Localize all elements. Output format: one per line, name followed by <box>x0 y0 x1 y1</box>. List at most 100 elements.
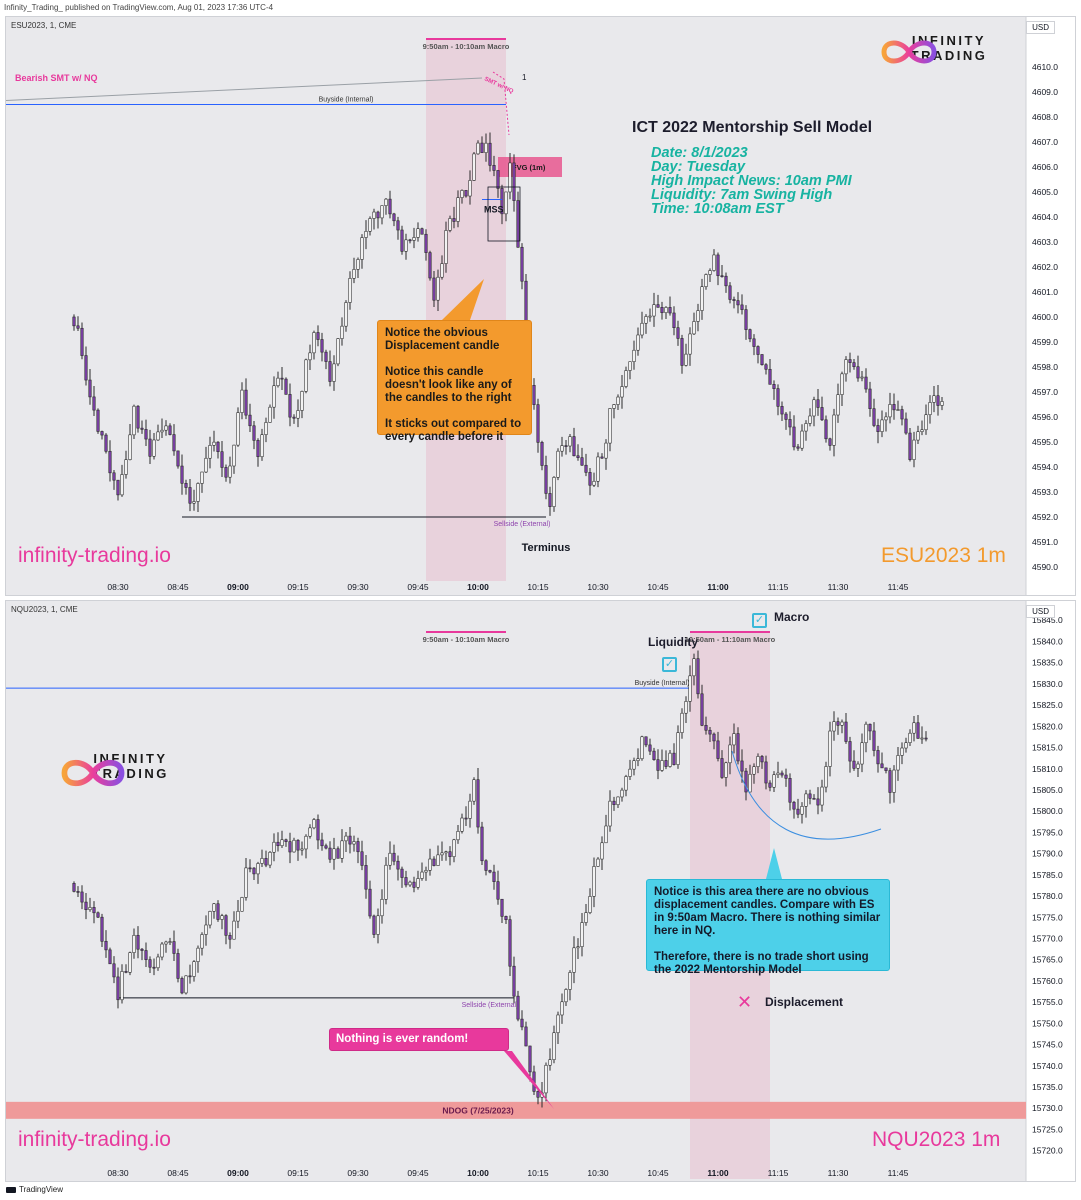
candle-body <box>468 180 472 197</box>
candle-body <box>256 863 260 875</box>
candle-body <box>356 259 360 270</box>
candle-body <box>460 817 464 832</box>
candle-body <box>924 414 928 431</box>
candle-body <box>848 359 852 363</box>
candle-body <box>284 378 288 395</box>
x-tick-label: 10:00 <box>467 582 489 592</box>
candle-body <box>476 142 480 155</box>
y-tick-label: 4597.0 <box>1032 387 1058 397</box>
candle-body <box>196 947 200 962</box>
candle-body <box>148 959 152 968</box>
candle-body <box>672 752 676 765</box>
candle-body <box>704 725 708 731</box>
candle-body <box>176 450 180 467</box>
nq-chart-panel[interactable]: 9:50am - 10:10am Macro 10:50am - 11:10am … <box>5 600 1076 1182</box>
candle-body <box>456 831 460 841</box>
level-label-0: Buyside (Internal) <box>635 680 690 687</box>
candle-body <box>360 237 364 260</box>
candle-body <box>692 658 696 677</box>
candle-body <box>184 975 188 994</box>
candle-body <box>88 907 92 910</box>
candle-body <box>552 477 556 507</box>
candle-body <box>508 919 512 967</box>
x-tick-label: 08:30 <box>107 582 129 592</box>
x-tick-label: 09:45 <box>407 1168 429 1178</box>
y-tick-label: 15780.0 <box>1032 891 1063 901</box>
y-tick-label: 15775.0 <box>1032 912 1063 922</box>
candle-body <box>480 826 484 862</box>
nq-chart-svg[interactable]: 9:50am - 10:10am Macro 10:50am - 11:10am … <box>6 601 1076 1182</box>
candle-body <box>708 270 712 275</box>
candle-body <box>260 434 264 458</box>
candle-body <box>544 1064 548 1094</box>
candle-body <box>352 269 356 279</box>
nq-currency-button[interactable]: USD <box>1026 605 1055 618</box>
y-tick-label: 15820.0 <box>1032 721 1063 731</box>
candle-body <box>176 953 180 979</box>
y-tick-label: 4610.0 <box>1032 62 1058 72</box>
candle-body <box>800 806 804 815</box>
candle-body <box>664 760 668 767</box>
y-tick-label: 15795.0 <box>1032 827 1063 837</box>
candle-body <box>236 910 240 922</box>
candle-body <box>812 399 816 417</box>
macro-label: Macro <box>774 610 810 624</box>
candle-body <box>216 903 220 920</box>
candle-body <box>444 851 448 854</box>
candle-body <box>324 351 328 362</box>
candle-body <box>572 947 576 973</box>
candle-body <box>412 881 416 888</box>
candle-body <box>308 827 312 837</box>
es-chart-panel[interactable]: 9:50am - 10:10am Macro FVG (1m) Buyside (I… <box>5 16 1076 596</box>
candle-body <box>372 915 376 935</box>
candle-body <box>404 239 408 252</box>
candle-body <box>352 841 356 845</box>
es-currency-button[interactable]: USD <box>1026 21 1055 34</box>
candle-body <box>872 408 876 426</box>
y-tick-label: 4601.0 <box>1032 287 1058 297</box>
candle-body <box>404 877 408 886</box>
candle-body <box>232 920 236 940</box>
macro-label-1: 10:50am - 11:10am Macro <box>685 635 776 644</box>
candle-body <box>384 864 388 900</box>
candle-body <box>784 774 788 779</box>
infinity-logo-icon <box>61 759 125 787</box>
candle-body <box>832 721 836 732</box>
candle-body <box>196 483 200 502</box>
candle-body <box>884 767 888 771</box>
candle-body <box>256 440 260 458</box>
candle-body <box>796 446 800 449</box>
y-tick-label: 4605.0 <box>1032 187 1058 197</box>
candle-body <box>348 278 352 303</box>
candle-body <box>364 865 368 890</box>
candle-body <box>452 839 456 857</box>
candle-body <box>488 142 492 166</box>
x-tick-label: 09:45 <box>407 582 429 592</box>
candle-body <box>700 693 704 726</box>
candle-body <box>720 758 724 778</box>
candle-body <box>492 871 496 882</box>
candle-body <box>912 722 916 734</box>
candle-body <box>416 878 420 888</box>
candle-body <box>876 425 880 432</box>
candle-body <box>680 712 684 733</box>
candle-body <box>640 322 644 336</box>
candle-body <box>836 394 840 416</box>
macro-check-icon: ✓ <box>752 610 767 628</box>
y-tick-label: 15740.0 <box>1032 1061 1063 1071</box>
candle-body <box>816 399 820 408</box>
x-tick-label: 10:15 <box>527 1168 549 1178</box>
x-tick-label: 10:30 <box>587 1168 609 1178</box>
candle-body <box>112 963 116 978</box>
candle-body <box>756 756 760 767</box>
candle-body <box>560 1001 564 1016</box>
candle-body <box>856 366 860 379</box>
es-chart-svg[interactable]: 9:50am - 10:10am Macro FVG (1m) Buyside (I… <box>6 17 1076 596</box>
candle-body <box>228 935 232 940</box>
candle-body <box>748 773 752 793</box>
candle-body <box>328 847 332 860</box>
y-tick-label: 15725.0 <box>1032 1124 1063 1134</box>
candle-body <box>88 379 92 398</box>
candle-body <box>812 798 816 800</box>
candle-body <box>280 839 284 847</box>
